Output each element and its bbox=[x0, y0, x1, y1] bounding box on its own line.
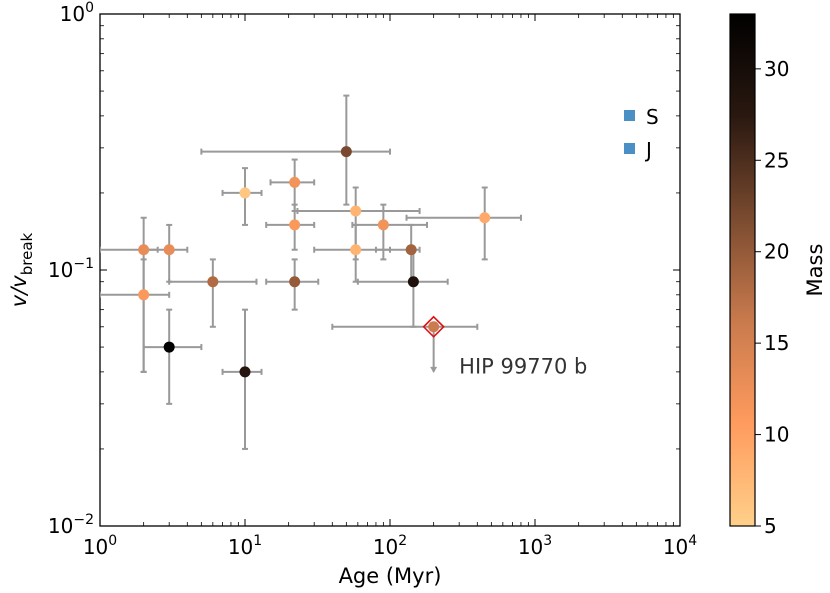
x-tick-label: 102 bbox=[373, 533, 407, 559]
colorbar-label: Mass bbox=[803, 244, 827, 297]
data-point bbox=[340, 146, 352, 158]
data-point bbox=[289, 276, 301, 288]
colorbar bbox=[729, 13, 756, 527]
colorbar-tick-label: 10 bbox=[764, 423, 789, 447]
legend-marker-s bbox=[624, 110, 635, 121]
data-point bbox=[138, 289, 150, 301]
data-point bbox=[428, 321, 440, 333]
data-point bbox=[377, 219, 389, 231]
data-point bbox=[239, 366, 251, 378]
y-axis-label: v/vbreak bbox=[7, 232, 36, 307]
data-point bbox=[407, 276, 419, 288]
legend-marker-j bbox=[624, 143, 635, 154]
y-tick-label: 100 bbox=[60, 0, 94, 26]
colorbar-tick-label: 25 bbox=[764, 148, 789, 172]
data-point bbox=[239, 187, 251, 199]
x-tick-label: 103 bbox=[518, 533, 552, 559]
x-tick-label: 100 bbox=[83, 533, 117, 559]
minor-ticks bbox=[100, 14, 680, 526]
x-tick-labels: 100 101 102 103 104 bbox=[83, 533, 697, 559]
data-point bbox=[350, 205, 362, 217]
legend-label-j: J bbox=[644, 138, 652, 162]
colorbar-tick-label: 15 bbox=[764, 331, 789, 355]
data-point bbox=[405, 244, 417, 256]
data-point bbox=[207, 276, 219, 288]
data-point bbox=[479, 212, 491, 224]
x-tick-label: 101 bbox=[228, 533, 262, 559]
colorbar-gradient bbox=[729, 13, 756, 527]
colorbar-tick-label: 30 bbox=[764, 57, 789, 81]
x-axis-label: Age (Myr) bbox=[339, 564, 442, 588]
data-point bbox=[163, 341, 175, 353]
data-point bbox=[138, 244, 150, 256]
data-point bbox=[163, 244, 175, 256]
annotation-hip-99770b: HIP 99770 b bbox=[459, 354, 587, 378]
major-ticks bbox=[99, 13, 681, 527]
y-tick-label: 10−1 bbox=[48, 256, 94, 282]
plot-frame bbox=[99, 13, 681, 527]
legend: SJ bbox=[624, 105, 659, 162]
y-tick-labels: 10−2 10−1 100 bbox=[48, 0, 94, 538]
data-point bbox=[289, 219, 301, 231]
data-point bbox=[350, 244, 362, 256]
y-axis-label-sub: break bbox=[18, 232, 36, 275]
svg-text:Mass: Mass bbox=[803, 244, 827, 297]
legend-label-s: S bbox=[646, 105, 659, 129]
colorbar-tick-label: 5 bbox=[764, 514, 777, 538]
data-point bbox=[289, 176, 301, 188]
y-tick-label: 10−2 bbox=[48, 512, 94, 538]
svg-text:v/vbreak: v/vbreak bbox=[7, 232, 36, 307]
y-axis-label-main: v/v bbox=[7, 275, 31, 308]
colorbar-ticks: 5 10 15 20 25 30 bbox=[755, 57, 789, 538]
highlight-diamond bbox=[422, 315, 445, 338]
x-tick-label: 104 bbox=[663, 533, 697, 559]
colorbar-tick-label: 20 bbox=[764, 240, 789, 264]
data-points bbox=[138, 146, 491, 378]
upper-limit-arrow bbox=[430, 366, 438, 373]
